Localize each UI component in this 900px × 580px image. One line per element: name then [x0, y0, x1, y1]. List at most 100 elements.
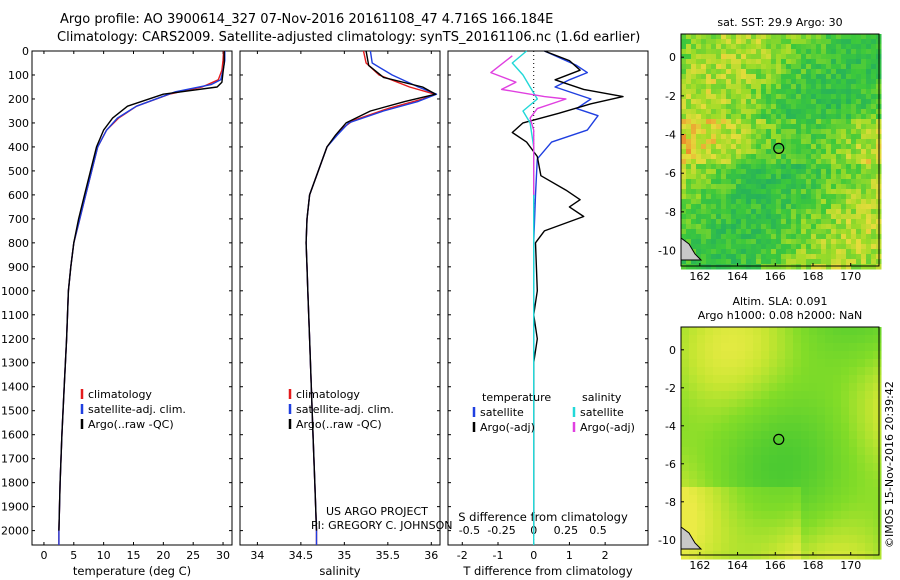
map-field-cell	[696, 154, 702, 160]
map-field-cell	[817, 535, 826, 544]
map-field-cell	[681, 94, 687, 100]
map-field-cell	[726, 134, 732, 140]
difference-salinity-tick-label: -0.5	[459, 524, 480, 537]
map-field-cell	[811, 244, 817, 250]
map-field-cell	[697, 487, 706, 496]
map-field-cell	[801, 64, 807, 70]
map-field-cell	[769, 431, 778, 440]
map-field-cell	[816, 184, 822, 190]
map-field-cell	[825, 471, 834, 480]
map-field-cell	[786, 139, 792, 145]
temperature-series-argorawqc	[58, 51, 225, 531]
map-field-cell	[729, 391, 738, 400]
map-field-cell	[726, 229, 732, 235]
map-field-cell	[806, 99, 812, 105]
map-field-cell	[865, 439, 874, 448]
map-field-cell	[771, 99, 777, 105]
map-field-cell	[736, 259, 742, 265]
map-field-cell	[786, 184, 792, 190]
map-field-cell	[756, 129, 762, 135]
map-field-cell	[697, 407, 706, 416]
map-field-cell	[701, 244, 707, 250]
map-field-cell	[856, 149, 862, 155]
map-field-cell	[833, 407, 842, 416]
map-field-cell	[716, 214, 722, 220]
map-field-cell	[825, 351, 834, 360]
map-field-cell	[841, 199, 847, 205]
map-field-cell	[697, 511, 706, 520]
map-field-cell	[831, 254, 837, 260]
map-field-cell	[761, 119, 767, 125]
map-field-cell	[785, 359, 794, 368]
map-field-cell	[809, 471, 818, 480]
map-field-cell	[711, 164, 717, 170]
map-field-cell	[836, 104, 842, 110]
map-field-cell	[756, 254, 762, 260]
map-field-cell	[726, 264, 732, 270]
map-field-cell	[811, 119, 817, 125]
map-field-cell	[761, 431, 770, 440]
map-field-cell	[777, 455, 786, 464]
map-field-cell	[756, 84, 762, 90]
map-field-cell	[791, 214, 797, 220]
map-field-cell	[796, 129, 802, 135]
map-field-cell	[857, 519, 866, 528]
map-field-cell	[771, 59, 777, 65]
map-field-cell	[801, 109, 807, 115]
map-field-cell	[831, 44, 837, 50]
map-field-cell	[785, 423, 794, 432]
map-field-cell	[791, 259, 797, 265]
map-field-cell	[793, 375, 802, 384]
map-field-cell	[821, 74, 827, 80]
map-field-cell	[705, 415, 714, 424]
map-field-cell	[771, 154, 777, 160]
map-field-cell	[777, 463, 786, 472]
map-field-cell	[836, 139, 842, 145]
map-field-cell	[713, 487, 722, 496]
map-field-cell	[771, 194, 777, 200]
map-field-cell	[831, 39, 837, 45]
map-field-cell	[731, 204, 737, 210]
map-field-cell	[849, 495, 858, 504]
map-field-cell	[801, 495, 810, 504]
map-field-cell	[817, 487, 826, 496]
map-field-cell	[731, 234, 737, 240]
map-field-cell	[791, 254, 797, 260]
map-field-cell	[846, 249, 852, 255]
map-field-cell	[746, 149, 752, 155]
map-field-cell	[721, 415, 730, 424]
map-field-cell	[873, 543, 882, 552]
map-field-cell	[776, 179, 782, 185]
map-field-cell	[781, 249, 787, 255]
map-field-cell	[861, 44, 867, 50]
map-field-cell	[766, 179, 772, 185]
map-field-cell	[701, 59, 707, 65]
temperature-xtick-label: 0	[40, 549, 47, 562]
map-field-cell	[791, 199, 797, 205]
map-field-cell	[846, 59, 852, 65]
map-ytick-label: -8	[665, 206, 676, 219]
map-field-cell	[753, 543, 762, 552]
map-field-cell	[841, 431, 850, 440]
map-field-cell	[816, 159, 822, 165]
map-field-cell	[681, 439, 690, 448]
map-field-cell	[737, 391, 746, 400]
map-field-cell	[766, 259, 772, 265]
map-field-cell	[716, 119, 722, 125]
map-field-cell	[731, 159, 737, 165]
map-field-cell	[766, 189, 772, 195]
map-field-cell	[721, 169, 727, 175]
map-field-cell	[841, 543, 850, 552]
map-field-cell	[856, 154, 862, 160]
map-field-cell	[696, 114, 702, 120]
map-field-cell	[816, 44, 822, 50]
map-field-cell	[786, 39, 792, 45]
map-field-cell	[711, 144, 717, 150]
map-field-cell	[691, 89, 697, 95]
map-field-cell	[826, 139, 832, 145]
map-field-cell	[871, 44, 877, 50]
map-field-cell	[771, 214, 777, 220]
map-field-cell	[697, 367, 706, 376]
map-field-cell	[801, 164, 807, 170]
map-field-cell	[736, 209, 742, 215]
